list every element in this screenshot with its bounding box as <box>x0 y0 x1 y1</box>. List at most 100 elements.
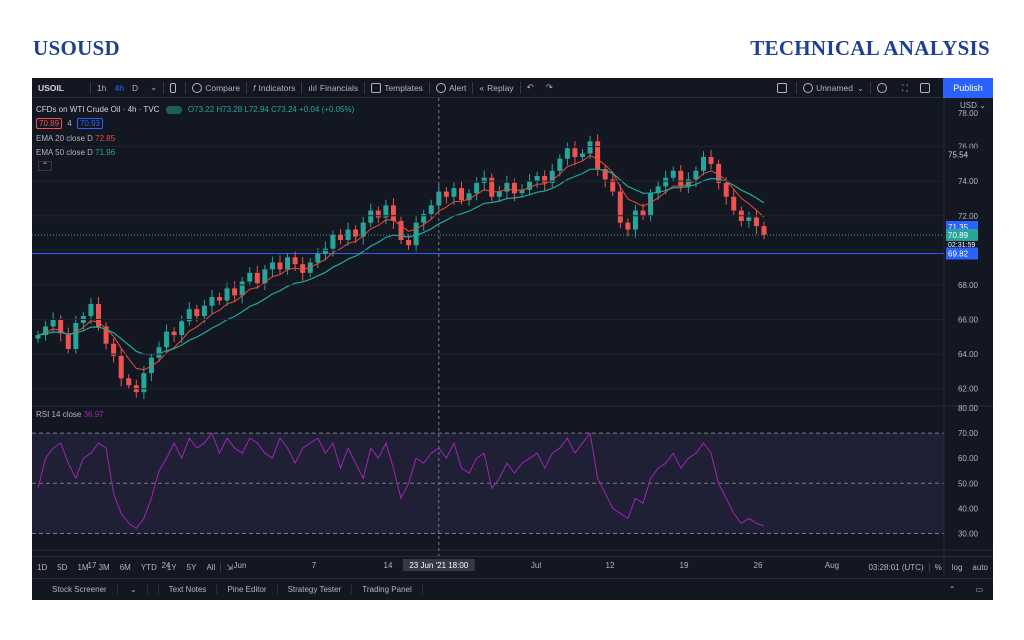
replay-button[interactable]: «Replay <box>473 78 519 98</box>
candle-body <box>186 309 192 322</box>
range-5y[interactable]: 5Y <box>186 563 197 572</box>
top-toolbar: USOIL 1h 4h D ⌄ Compare f Indicators ılıl… <box>32 78 993 98</box>
candle-body <box>285 257 291 270</box>
financials-button[interactable]: ılıl Financials <box>302 78 364 98</box>
candle-body <box>640 210 646 216</box>
bar-chart-icon: ılıl <box>308 82 317 93</box>
bid-ask-row: 70.89 4 70.93 <box>36 118 106 129</box>
toolbar-right-group: Unnamed ⌄ ⛶ <box>771 78 939 98</box>
candle-body <box>171 331 177 336</box>
time-tick-label: 17 <box>88 561 97 570</box>
auto-toggle[interactable]: auto <box>972 563 988 572</box>
fullscreen-button[interactable]: ⛶ <box>896 78 914 98</box>
gear-icon <box>877 83 888 93</box>
compare-label: Compare <box>205 82 241 93</box>
candle-body <box>701 156 706 171</box>
candle-body <box>459 188 464 201</box>
candle-body <box>663 177 669 187</box>
collapse-panel-icon[interactable]: ⌃ <box>948 585 956 594</box>
bottom-panel-tabs: Stock Screener ⌄ Text Notes Pine Editor … <box>32 578 993 600</box>
candle-body <box>262 269 268 284</box>
compare-button[interactable]: Compare <box>186 78 246 98</box>
range-5d[interactable]: 5D <box>57 563 68 572</box>
settings-button[interactable] <box>871 78 896 98</box>
chart-canvas[interactable]: 76.00 74.00 72.00 70.00 68.00 66.00 64.00 62.00… <box>32 98 993 576</box>
tab-strategy-tester[interactable]: Strategy Tester <box>278 585 353 594</box>
chevron-down-icon[interactable]: ⌄ <box>150 82 158 92</box>
save-layout-button[interactable]: Unnamed ⌄ <box>797 78 870 98</box>
layout-name-label: Unnamed <box>816 83 853 93</box>
fullscreen-icon: ⛶ <box>902 82 908 93</box>
candle-body <box>474 182 480 194</box>
percent-toggle[interactable]: % <box>928 563 947 572</box>
candle-body <box>406 239 412 246</box>
collapse-legend-button[interactable]: ⌃ <box>38 161 52 171</box>
candle-body <box>451 188 457 197</box>
crosshair-date-label: 23 Jun '21 18:00 <box>409 561 468 570</box>
interval-1h[interactable]: 1h <box>97 82 107 93</box>
candle-body <box>421 214 427 223</box>
indicators-button[interactable]: f Indicators <box>247 78 301 98</box>
range-6m[interactable]: 6M <box>119 563 131 572</box>
log-toggle[interactable]: log <box>951 563 963 572</box>
replay-label: Replay <box>487 82 514 93</box>
range-3m[interactable]: 3M <box>98 563 110 572</box>
layout-icon <box>777 83 788 93</box>
candle-body <box>338 234 343 240</box>
eye-icon[interactable] <box>165 105 182 114</box>
tab-text-notes[interactable]: Text Notes <box>159 585 218 594</box>
redo-button[interactable]: ↷ <box>540 78 559 98</box>
divider <box>519 81 521 94</box>
divider <box>163 81 165 94</box>
price-pane[interactable] <box>32 134 944 399</box>
range-1d[interactable]: 1D <box>37 563 48 572</box>
interval-d[interactable]: D <box>131 82 139 93</box>
candle-body <box>254 272 260 284</box>
goto-date-icon[interactable]: ⇲ <box>220 563 238 572</box>
candle-body <box>443 191 449 197</box>
symbol-search-button[interactable]: USOIL <box>38 82 64 93</box>
rsi-pane[interactable] <box>32 431 944 534</box>
candle-body <box>557 158 563 171</box>
price-tick-label: 76.00 <box>958 143 979 152</box>
range-all[interactable]: All <box>206 563 216 572</box>
time-tick-label: 26 <box>754 561 763 570</box>
bid-sell-button[interactable]: 70.89 <box>36 118 63 129</box>
candle-body <box>413 222 419 246</box>
templates-button[interactable]: Templates <box>365 78 429 98</box>
alert-button[interactable]: Alert <box>430 78 472 98</box>
rsi-line <box>37 431 765 530</box>
undo-button[interactable]: ↶ <box>521 78 540 98</box>
utc-clock[interactable]: 03:28:01 (UTC) <box>868 563 924 572</box>
range-ytd[interactable]: YTD <box>140 563 157 572</box>
ask-buy-button[interactable]: 70.93 <box>76 118 103 129</box>
candle-type-button[interactable] <box>164 78 185 98</box>
layout-button[interactable] <box>771 78 796 98</box>
candle-body <box>43 326 49 336</box>
rsi-tick-label: 40.00 <box>958 504 979 513</box>
tab-stock-screener[interactable]: Stock Screener ⌄ <box>32 585 159 594</box>
fx-icon: f <box>253 82 256 93</box>
tab-stock-screener-label: Stock Screener <box>42 585 118 594</box>
time-tick-label: 14 <box>384 561 393 570</box>
price-tick-label: 72.00 <box>958 212 979 221</box>
tab-trading-panel[interactable]: Trading Panel <box>352 585 423 594</box>
range-1y[interactable]: 1Y <box>166 563 177 572</box>
crosshair-date-bg <box>402 559 475 571</box>
candle-body <box>542 175 548 183</box>
publish-button[interactable]: Publish <box>943 78 993 98</box>
range-1m[interactable]: 1M <box>77 563 89 572</box>
candle-body <box>632 210 638 230</box>
candle-body <box>716 163 722 183</box>
candle-body <box>88 303 94 317</box>
ema50-value: 71.96 <box>95 148 116 157</box>
interval-4h[interactable]: 4h <box>114 82 124 93</box>
financials-label: Financials <box>319 82 359 93</box>
snapshot-button[interactable] <box>914 78 939 98</box>
candle-body <box>489 177 495 197</box>
tab-pine-editor[interactable]: Pine Editor <box>217 585 278 594</box>
candle-body <box>481 177 487 183</box>
candle-body <box>232 288 238 296</box>
divider <box>246 81 248 94</box>
maximize-panel-icon[interactable]: ▭ <box>975 585 983 594</box>
